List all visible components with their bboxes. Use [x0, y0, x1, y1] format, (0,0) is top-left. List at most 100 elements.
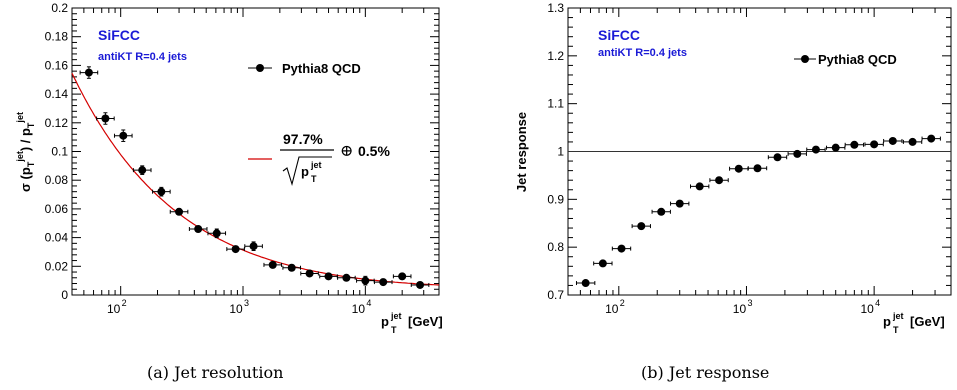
y-tick-label: 1	[557, 145, 564, 159]
sqrt-sign	[282, 156, 332, 187]
data-point	[753, 164, 762, 173]
data-point	[305, 269, 314, 278]
y-title-sup2: jet	[15, 112, 25, 124]
x-tick-exponent: 2	[122, 298, 127, 308]
y-tick-label: 0.7	[547, 288, 564, 302]
sqrt-pt: p	[301, 164, 309, 179]
data-point	[212, 229, 221, 238]
x-tick-label: 10	[107, 302, 121, 316]
y-axis-title-text: Jet response	[514, 112, 529, 192]
data-point	[675, 199, 684, 208]
data-point	[793, 149, 802, 158]
y-tick-label: 0.02	[45, 259, 69, 273]
x-title-sub: T	[391, 325, 397, 335]
x-tick-label: 10	[605, 302, 619, 316]
data-point	[811, 145, 820, 154]
data-point	[324, 272, 333, 281]
legend-marker	[256, 64, 264, 72]
oplus-symbol: ⊕	[340, 141, 353, 160]
x-title-unit: [GeV]	[408, 314, 443, 329]
x-tick-exponent: 2	[620, 298, 625, 308]
jet-algorithm-label: antiKT R=0.4 jets	[98, 51, 187, 63]
data-point	[657, 207, 666, 216]
x-title-sub: T	[893, 325, 899, 335]
y-tick-label: 0.06	[45, 202, 69, 216]
data-point	[231, 245, 240, 254]
experiment-label: SiFCC	[98, 27, 140, 43]
data-points	[79, 66, 430, 289]
data-points	[575, 134, 941, 288]
y-tick-label: 0.1	[51, 145, 68, 159]
data-point	[908, 137, 917, 146]
legend: Pythia8 QCD	[794, 52, 897, 67]
jet-response-panel: 0.70.80.911.11.21.3 10 2 10 3 10 4 SiFCC anti…	[514, 1, 952, 382]
data-point	[637, 222, 646, 231]
data-point	[581, 279, 590, 288]
x-tick-label: 10	[860, 302, 874, 316]
y-tick-label: 0.18	[45, 30, 69, 44]
panel-caption: (a) Jet resolution	[147, 363, 283, 382]
data-point	[119, 131, 128, 140]
y-tick-label: 0	[61, 288, 68, 302]
y-tick-label: 1.2	[547, 49, 564, 63]
x-axis-title: p jet T [GeV]	[883, 311, 945, 335]
data-point	[342, 273, 351, 282]
data-point	[888, 136, 897, 145]
data-point	[398, 272, 407, 281]
y-tick-label: 1.1	[547, 97, 564, 111]
x-tick-label: 10	[733, 302, 747, 316]
x-tick-exponent: 3	[244, 298, 249, 308]
y-tick-label: 0.2	[51, 1, 68, 15]
experiment-label: SiFCC	[598, 27, 640, 43]
data-point	[734, 164, 743, 173]
legend: Pythia8 QCD	[248, 61, 361, 76]
x-title-sup: jet	[892, 311, 904, 321]
data-point	[138, 166, 147, 175]
legend-marker	[801, 55, 809, 63]
data-point	[194, 224, 203, 233]
y-axis-title: σ (pTjet) / pTjet	[15, 112, 36, 192]
data-point	[695, 182, 704, 191]
data-point	[379, 278, 388, 287]
y-tick-label: 0.16	[45, 58, 69, 72]
fit-constant: 0.5%	[358, 143, 390, 159]
data-point	[175, 207, 184, 216]
y-title-sub2: T	[26, 122, 36, 128]
y-title-mid: ) / p	[18, 128, 33, 151]
sqrt-pt-sup: jet	[310, 160, 322, 170]
data-point	[715, 176, 724, 185]
data-point	[84, 68, 93, 77]
data-point	[416, 280, 425, 289]
data-point	[773, 153, 782, 162]
x-title-p: p	[381, 314, 389, 329]
data-point	[361, 276, 370, 285]
data-point	[157, 187, 166, 196]
y-axis-ticks: 0.7 0.8 0.9 1 1.1 1.2 1.3	[547, 1, 951, 302]
x-title-sup: jet	[390, 311, 402, 321]
fit-formula: 97.7% p jet T ⊕ 0.5%	[248, 131, 390, 187]
x-axis-ticks: 10 2 10 3 10 4	[567, 8, 952, 316]
data-point	[850, 140, 859, 149]
data-point	[249, 242, 258, 251]
y-title-sigma: σ (p	[18, 167, 33, 192]
y-tick-label: 1.3	[547, 1, 564, 15]
panel-caption: (b) Jet response	[641, 363, 769, 382]
y-axis-ticks: 0 0.02 0.04 0.06 0.08 0.1 0.12 0.14 0.16 0.18 0.2	[45, 1, 439, 302]
x-tick-exponent: 4	[366, 298, 371, 308]
sqrt-pt-sub: T	[311, 174, 317, 184]
x-tick-label: 10	[229, 302, 243, 316]
y-tick-label: 0.12	[45, 116, 69, 130]
y-tick-label: 0.8	[547, 240, 564, 254]
fit-numerator: 97.7%	[283, 131, 323, 147]
fit-curve	[71, 72, 440, 286]
y-tick-label: 0.14	[45, 87, 69, 101]
x-axis-ticks: 10 2 10 3 10 4	[71, 8, 440, 316]
x-title-unit: [GeV]	[910, 314, 945, 329]
y-title-sub1: T	[26, 161, 36, 167]
legend-entry-label: Pythia8 QCD	[282, 61, 361, 76]
legend-entry-label: Pythia8 QCD	[818, 52, 897, 67]
data-point	[831, 143, 840, 152]
data-point	[101, 114, 110, 123]
data-point	[617, 244, 626, 253]
